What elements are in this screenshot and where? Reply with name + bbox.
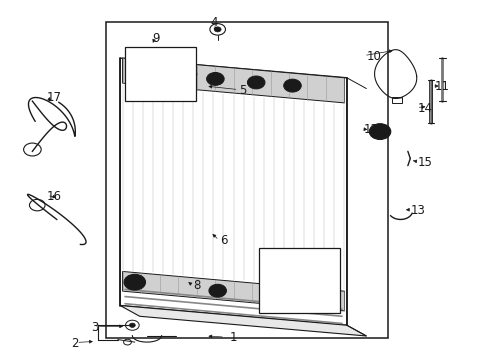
Text: 14: 14 bbox=[417, 102, 432, 115]
Text: 9: 9 bbox=[152, 32, 159, 45]
Text: 10: 10 bbox=[366, 50, 381, 63]
Text: 16: 16 bbox=[47, 190, 62, 203]
Text: 3: 3 bbox=[91, 320, 98, 333]
Text: 11: 11 bbox=[434, 80, 449, 93]
Circle shape bbox=[247, 76, 264, 89]
Circle shape bbox=[161, 68, 179, 81]
Circle shape bbox=[208, 284, 226, 297]
Text: 8: 8 bbox=[193, 279, 200, 292]
Text: 17: 17 bbox=[47, 91, 62, 104]
Bar bbox=[391, 97, 402, 103]
Bar bbox=[125, 47, 195, 101]
Text: 2: 2 bbox=[71, 337, 79, 350]
Text: 13: 13 bbox=[409, 204, 424, 217]
Text: 4: 4 bbox=[210, 16, 218, 29]
Circle shape bbox=[283, 79, 301, 92]
Circle shape bbox=[130, 279, 140, 286]
Bar bbox=[105, 22, 387, 338]
Text: 15: 15 bbox=[417, 156, 431, 168]
Circle shape bbox=[272, 290, 289, 303]
Circle shape bbox=[124, 274, 145, 290]
Text: 12: 12 bbox=[363, 123, 378, 136]
Text: 1: 1 bbox=[229, 331, 237, 344]
Text: 7: 7 bbox=[300, 292, 307, 302]
Text: 6: 6 bbox=[220, 234, 227, 247]
Circle shape bbox=[129, 323, 135, 327]
Circle shape bbox=[368, 124, 390, 139]
Bar bbox=[259, 248, 339, 313]
Circle shape bbox=[206, 72, 224, 85]
Text: 5: 5 bbox=[239, 84, 246, 97]
Polygon shape bbox=[122, 58, 344, 103]
Polygon shape bbox=[120, 306, 366, 336]
Circle shape bbox=[280, 296, 286, 301]
Polygon shape bbox=[122, 271, 344, 311]
Circle shape bbox=[129, 66, 147, 78]
Circle shape bbox=[146, 56, 164, 69]
Circle shape bbox=[214, 27, 221, 32]
Polygon shape bbox=[120, 58, 346, 325]
Text: 7: 7 bbox=[303, 287, 310, 300]
